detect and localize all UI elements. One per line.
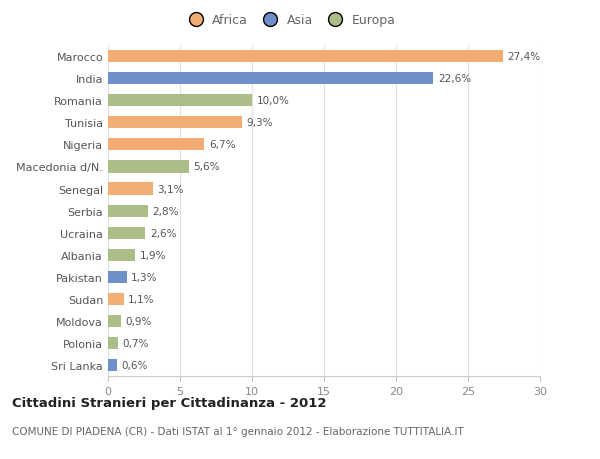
Bar — [108, 315, 121, 327]
Text: 9,3%: 9,3% — [246, 118, 273, 128]
Bar — [108, 205, 148, 217]
Bar — [108, 73, 433, 85]
Text: 6,7%: 6,7% — [209, 140, 235, 150]
Text: 10,0%: 10,0% — [256, 96, 289, 106]
Bar — [108, 337, 118, 349]
Text: 27,4%: 27,4% — [507, 52, 540, 62]
Text: 0,7%: 0,7% — [122, 338, 149, 348]
Legend: Africa, Asia, Europa: Africa, Asia, Europa — [178, 9, 401, 32]
Text: Cittadini Stranieri per Cittadinanza - 2012: Cittadini Stranieri per Cittadinanza - 2… — [12, 396, 326, 409]
Bar — [108, 183, 152, 195]
Bar — [108, 51, 503, 63]
Text: 1,1%: 1,1% — [128, 294, 155, 304]
Text: 22,6%: 22,6% — [438, 74, 471, 84]
Bar — [108, 271, 127, 283]
Bar — [108, 293, 124, 305]
Text: 2,8%: 2,8% — [152, 206, 179, 216]
Text: 5,6%: 5,6% — [193, 162, 220, 172]
Text: 0,9%: 0,9% — [125, 316, 152, 326]
Text: COMUNE DI PIADENA (CR) - Dati ISTAT al 1° gennaio 2012 - Elaborazione TUTTITALIA: COMUNE DI PIADENA (CR) - Dati ISTAT al 1… — [12, 426, 464, 436]
Bar — [108, 139, 205, 151]
Bar — [108, 117, 242, 129]
Bar — [108, 95, 252, 107]
Text: 2,6%: 2,6% — [150, 228, 176, 238]
Bar — [108, 359, 116, 371]
Bar — [108, 249, 136, 261]
Text: 1,9%: 1,9% — [140, 250, 166, 260]
Text: 0,6%: 0,6% — [121, 360, 148, 370]
Bar — [108, 161, 188, 173]
Text: 1,3%: 1,3% — [131, 272, 158, 282]
Bar — [108, 227, 145, 239]
Text: 3,1%: 3,1% — [157, 184, 184, 194]
